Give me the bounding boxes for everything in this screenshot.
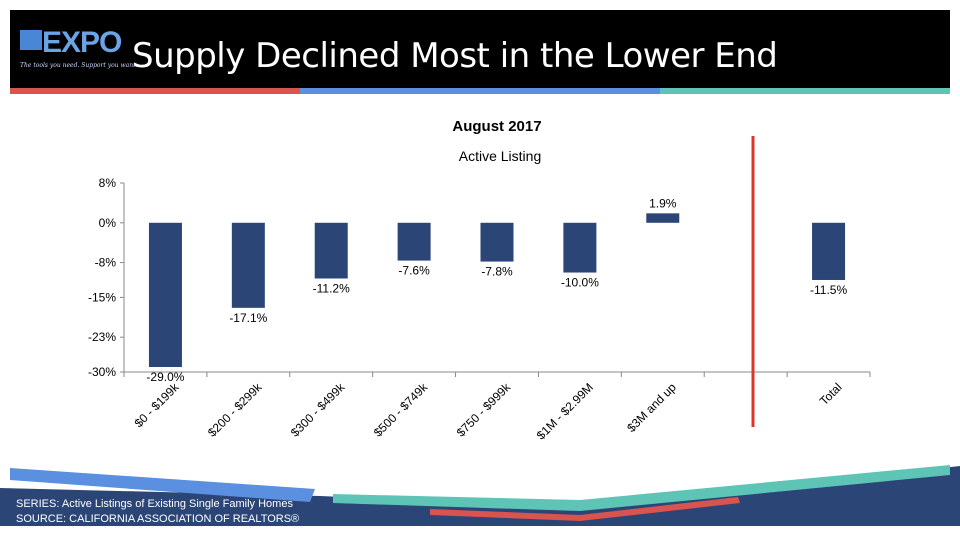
data-label: -29.0% [146, 370, 184, 384]
x-tick-label: $200 - $299k [205, 380, 265, 440]
bar [397, 222, 431, 261]
x-tick-label: $0 - $199k [132, 380, 183, 431]
chart-subtitle: Active Listing [459, 148, 541, 164]
series-note: SERIES: Active Listings of Existing Sing… [16, 498, 293, 510]
header-bar: EXPO The tools you need. Support you wan… [10, 10, 950, 88]
bar [148, 222, 182, 368]
bar [646, 213, 680, 223]
chart-title: August 2017 [452, 118, 541, 135]
flag-icon [20, 30, 42, 50]
x-tick-label: $750 - $999k [454, 380, 514, 440]
y-tick-label: -30% [88, 365, 116, 379]
data-label: -11.5% [810, 283, 847, 297]
y-tick-label: 8% [99, 176, 117, 190]
source-note: SOURCE: CALIFORNIA ASSOCIATION OF REALTO… [16, 513, 300, 525]
bar [314, 222, 348, 279]
data-label: -7.8% [481, 265, 513, 279]
x-tick-label: Total [817, 380, 845, 408]
x-tick-label: $3M and up [624, 380, 679, 435]
footer-band-red [430, 497, 740, 521]
y-tick-label: -8% [95, 256, 117, 270]
x-tick-label: $1M - $2.99M [534, 380, 596, 442]
y-tick-label: 0% [99, 216, 117, 230]
y-axis: 8% 0% -8% -15% -23% -30% [88, 176, 871, 379]
bar [812, 222, 846, 280]
bar [231, 222, 265, 308]
bar [480, 222, 514, 262]
expo-logo: EXPO The tools you need. Support you wan… [20, 26, 137, 72]
footer-band-navy [0, 466, 960, 526]
y-tick-label: -15% [88, 290, 116, 304]
slide-title: Supply Declined Most in the Lower End [132, 36, 778, 76]
bar [563, 222, 597, 273]
logo-tagline: The tools you need. Support you want. [20, 62, 138, 69]
footer-band-teal [333, 465, 950, 511]
data-label: -7.6% [398, 264, 430, 278]
data-label: 1.9% [649, 196, 677, 210]
data-label: -10.0% [561, 276, 599, 290]
y-tick-label: -23% [88, 330, 116, 344]
header-stripe-teal [660, 88, 950, 94]
footer-band-blue [10, 468, 315, 502]
header-stripe-red [10, 88, 300, 94]
header-stripe-blue [300, 88, 660, 94]
data-label: -11.2% [313, 281, 350, 295]
footer-bottom-bar [0, 526, 960, 540]
x-axis-labels: $0 - $199k $200 - $299k $300 - $499k $500 -… [132, 380, 845, 443]
data-labels: -29.0% -17.1% -11.2% -7.6% -7.8% -10.0% 1.9% -1… [146, 196, 847, 384]
x-tick-label: $300 - $499k [288, 380, 348, 440]
data-label: -17.1% [229, 311, 267, 325]
logo-text: EXPO [42, 26, 122, 59]
bars [148, 213, 846, 368]
x-tick-label: $500 - $749k [371, 380, 431, 440]
